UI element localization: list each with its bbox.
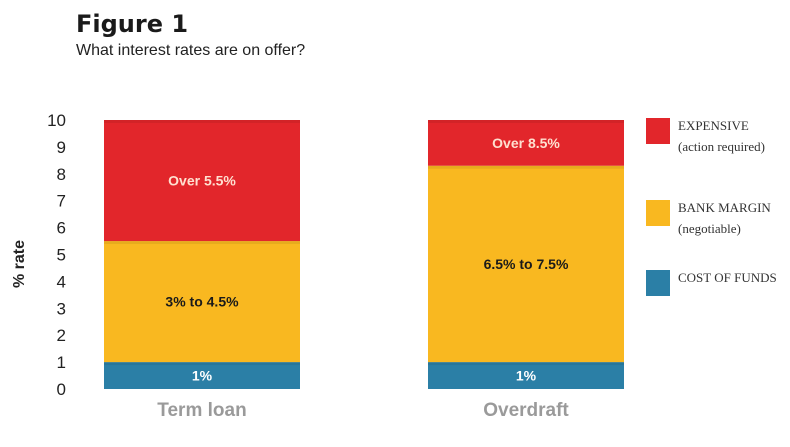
bar-segment-label: Over 8.5% bbox=[492, 135, 560, 151]
x-category-label: Term loan bbox=[157, 400, 246, 421]
bar-segment-label: 6.5% to 7.5% bbox=[484, 256, 569, 272]
bar-segment-edge bbox=[428, 165, 624, 169]
bar-segment bbox=[104, 241, 300, 363]
bar-segment bbox=[104, 120, 300, 242]
legend-swatch bbox=[646, 200, 670, 226]
bar-segment-edge bbox=[104, 362, 300, 366]
bar-segment-label: Over 5.5% bbox=[168, 173, 236, 189]
y-tick-label: 1 bbox=[57, 353, 66, 372]
legend-swatch bbox=[646, 118, 670, 144]
legend: EXPENSIVE (action required) BANK MARGIN (ne… bbox=[646, 118, 777, 296]
legend-label: COST OF FUNDS bbox=[678, 270, 777, 285]
bars: 1% 3% to 4.5% Over 5.5% 1% 6.5% to 7.5% Over … bbox=[104, 120, 624, 389]
y-tick-label: 5 bbox=[57, 246, 66, 265]
y-tick-label: 7 bbox=[57, 192, 66, 211]
y-tick-label: 10 bbox=[47, 111, 66, 130]
legend-sublabel: (negotiable) bbox=[678, 221, 741, 236]
bar-segment bbox=[428, 165, 624, 363]
bar-segment-label: 1% bbox=[192, 368, 213, 384]
y-tick-label: 9 bbox=[57, 138, 66, 157]
bar-segment bbox=[428, 120, 624, 166]
x-axis-categories: Term loan Overdraft bbox=[157, 400, 569, 421]
bar-segment-label: 3% to 4.5% bbox=[165, 294, 239, 310]
bar-segment-label: 1% bbox=[516, 368, 537, 384]
bar-segment-edge bbox=[104, 120, 300, 123]
y-tick-label: 2 bbox=[57, 326, 66, 345]
legend-label: BANK MARGIN bbox=[678, 200, 771, 215]
legend-label: EXPENSIVE bbox=[678, 118, 749, 133]
bar-segment bbox=[428, 362, 624, 389]
y-tick-label: 3 bbox=[57, 299, 66, 318]
bar-segment-edge bbox=[428, 120, 624, 123]
legend-sublabel: (action required) bbox=[678, 139, 765, 154]
y-tick-label: 6 bbox=[57, 219, 66, 238]
x-category-label: Overdraft bbox=[483, 400, 569, 421]
bar-segment-edge bbox=[428, 362, 624, 366]
figure-title: Figure 1 bbox=[76, 10, 189, 38]
bar-segment-edge bbox=[104, 241, 300, 245]
figure-subtitle: What interest rates are on offer? bbox=[76, 42, 306, 59]
y-tick-label: 4 bbox=[57, 272, 66, 291]
y-tick-label: 0 bbox=[57, 380, 66, 399]
y-axis-ticks: 0 1 2 3 4 5 6 7 8 9 10 bbox=[47, 111, 66, 399]
y-tick-label: 8 bbox=[57, 165, 66, 184]
y-axis-label: % rate bbox=[11, 240, 28, 288]
bar-segment bbox=[104, 362, 300, 389]
legend-swatch bbox=[646, 270, 670, 296]
